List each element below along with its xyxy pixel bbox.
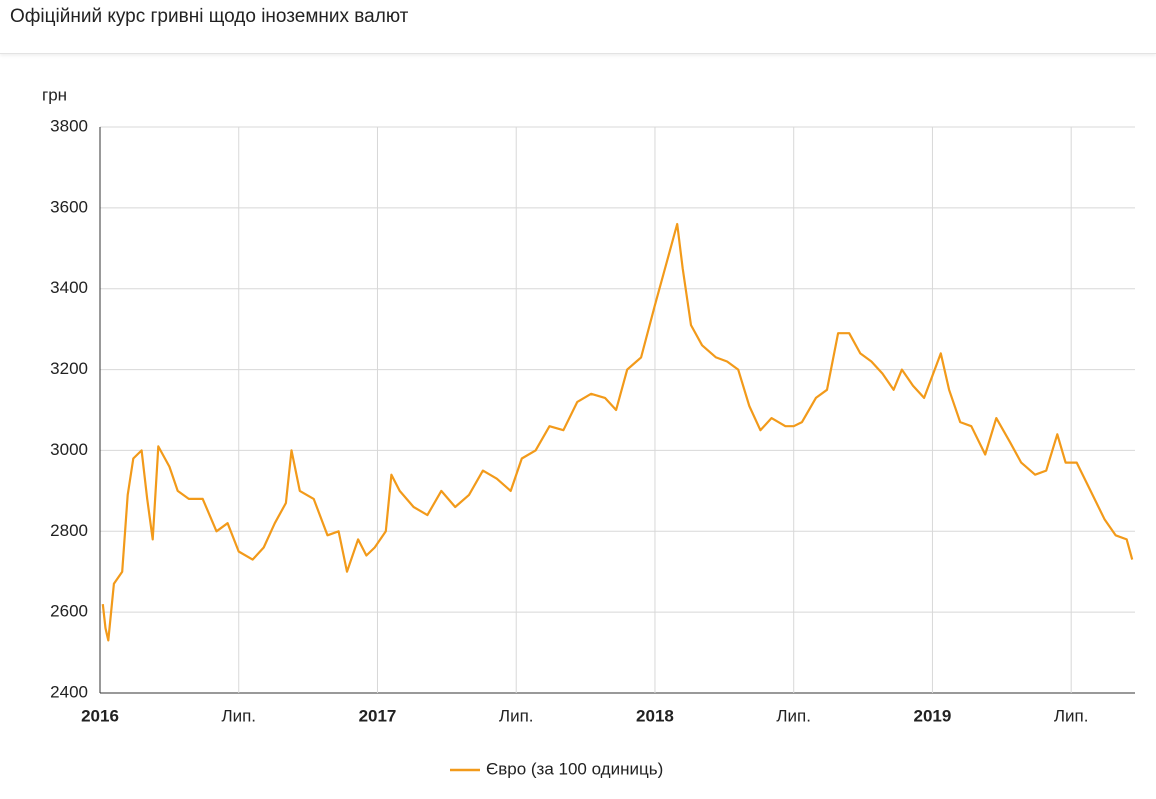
chart: грн 2400 2600 2800 3000 3200 3400 3600 3800 2016… <box>42 85 1135 778</box>
y-tick-label: 3200 <box>50 359 88 378</box>
title: Офіційний курс гривні щодо іноземних вал… <box>10 6 409 27</box>
x-tick-label: Лип. <box>499 706 534 725</box>
line-series <box>101 222 1134 642</box>
y-tick-label: 2800 <box>50 521 88 540</box>
y-tick-label: 3000 <box>50 440 88 459</box>
y-tick-label: 2600 <box>50 602 88 621</box>
x-tick-label: 2018 <box>636 706 674 725</box>
y-axis-label: грн <box>42 85 67 104</box>
x-tick-label: 2017 <box>359 706 397 725</box>
header: Офіційний курс гривні щодо іноземних вал… <box>0 0 1156 54</box>
x-tick-label: 2016 <box>81 706 119 725</box>
legend-label: Євро (за 100 одиниць) <box>486 759 663 778</box>
x-tick-label: 2019 <box>914 706 952 725</box>
y-tick-label: 2400 <box>50 682 88 701</box>
y-tick-label: 3800 <box>50 116 88 135</box>
x-tick-label: Лип. <box>776 706 811 725</box>
x-tick-label: Лип. <box>221 706 256 725</box>
x-tick-label: Лип. <box>1054 706 1089 725</box>
y-tick-label: 3600 <box>50 197 88 216</box>
y-tick-label: 3400 <box>50 278 88 297</box>
